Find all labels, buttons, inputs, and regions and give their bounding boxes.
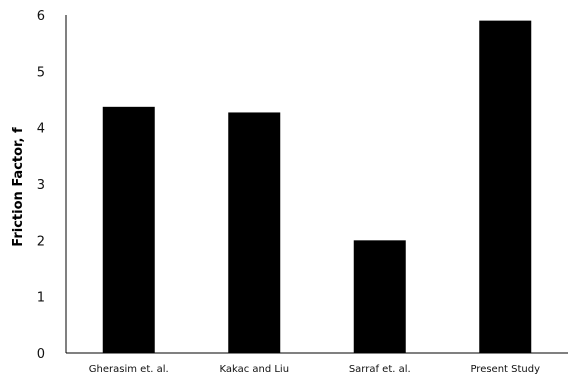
bar [353,240,406,353]
y-tick-label: 5 [37,65,45,80]
y-tick-label: 1 [37,291,45,306]
x-tick-label: Gherasim et. al. [89,364,169,375]
x-tick-label: Present Study [470,364,540,375]
bars [102,20,532,354]
bar [102,106,155,353]
y-tick-label: 3 [37,178,45,193]
y-tick-label: 2 [37,234,45,249]
x-tick-label: Sarraf et. al. [349,364,411,375]
bar [479,20,532,354]
x-tick-label: Kakac and Liu [219,364,289,375]
bar [228,112,281,353]
y-tick-label: 4 [37,122,45,137]
y-axis-ticks: 0 1 2 3 4 5 6 [37,9,45,362]
x-axis-labels: Gherasim et. al. Kakac and Liu Sarraf et. … [89,364,540,375]
y-axis-title: Friction Factor, f [11,127,26,247]
y-tick-label: 6 [37,9,45,24]
y-tick-label: 0 [37,347,45,362]
